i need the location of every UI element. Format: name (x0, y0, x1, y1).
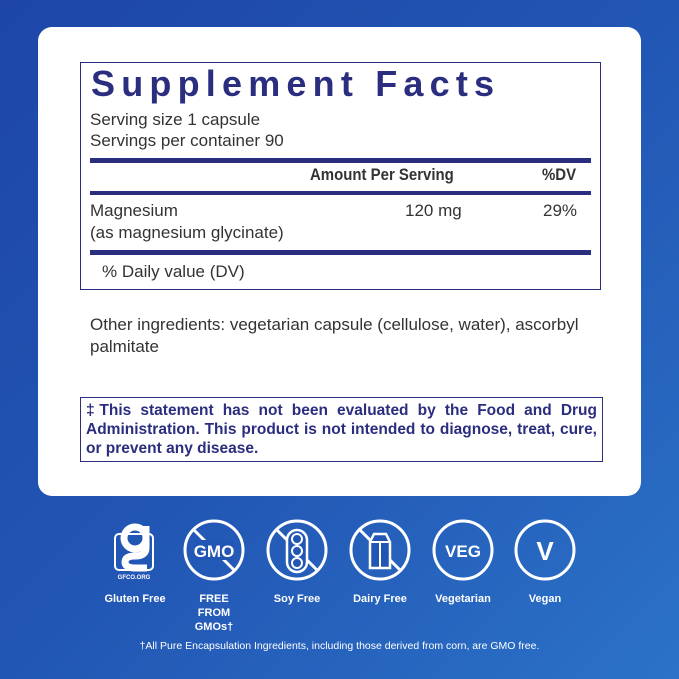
svg-text:VEG: VEG (445, 542, 481, 561)
badge-label: Soy Free (273, 593, 321, 605)
badge-soy-free: Soy Free (257, 518, 337, 606)
no-dairy-icon (349, 519, 411, 581)
nutrient-name: Magnesium (90, 201, 178, 220)
vegetarian-icon: VEG (432, 519, 494, 581)
no-soy-icon (266, 519, 328, 581)
badge-label: Gluten Free (104, 593, 166, 605)
other-ingredients: Other ingredients: vegetarian capsule (c… (90, 315, 579, 356)
supplement-facts-panel: Supplement Facts Serving size 1 capsule … (80, 62, 601, 290)
divider (90, 250, 591, 255)
badge-vegan: V Vegan (505, 518, 585, 606)
badge-label: Dairy Free (353, 593, 407, 605)
badge-label: FREE FROM GMOs† (194, 593, 234, 633)
svg-text:GFCO.ORG: GFCO.ORG (118, 575, 151, 581)
badge-dairy-free: Dairy Free (340, 518, 420, 606)
svg-text:GMO: GMO (194, 542, 235, 561)
servings-per-container: Servings per container 90 (90, 131, 284, 150)
no-gmo-icon: GMO (183, 519, 245, 581)
serving-size: Serving size 1 capsule (90, 110, 261, 129)
col-amount-header: Amount Per Serving (310, 165, 454, 184)
vegan-icon: V (514, 519, 576, 581)
badge-vegetarian: VEG Vegetarian (423, 518, 503, 606)
badge-gmo-free: GMO FREE FROM GMOs† (174, 518, 254, 634)
badge-label: Vegetarian (435, 593, 491, 605)
fda-disclaimer: ‡This statement has not been evaluated b… (80, 397, 603, 462)
col-dv-header: %DV (542, 165, 577, 184)
svg-text:V: V (536, 536, 554, 566)
badge-gluten-free: GFCO.ORG Gluten Free (95, 518, 175, 606)
gmo-footnote: †All Pure Encapsulation Ingredients, inc… (139, 640, 540, 652)
divider (90, 191, 591, 195)
nutrient-amount: 120 mg (405, 201, 462, 220)
gluten-free-icon: GFCO.ORG (114, 523, 154, 581)
label-card (38, 27, 641, 496)
nutrient-dv: 29% (543, 201, 578, 220)
badge-label: Vegan (528, 593, 562, 605)
facts-title: Supplement Facts (91, 63, 501, 104)
dv-note: % Daily value (DV) (102, 262, 245, 281)
divider (90, 158, 591, 163)
nutrient-detail: (as magnesium glycinate) (90, 223, 284, 242)
